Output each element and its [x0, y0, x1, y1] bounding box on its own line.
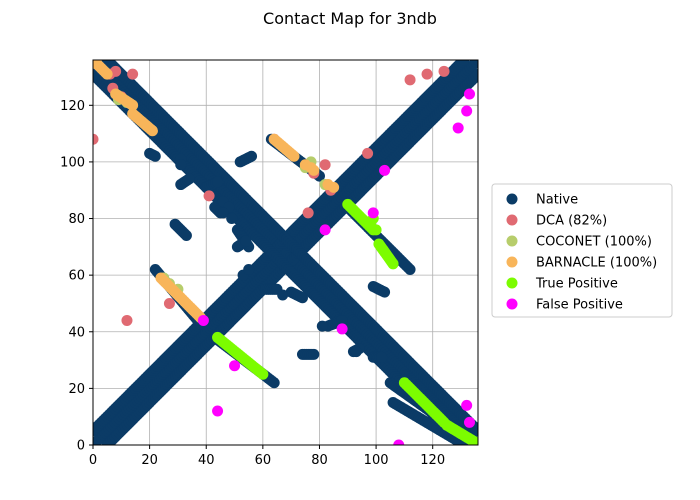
y-tick-label: 100	[60, 155, 85, 170]
legend-marker	[506, 235, 518, 247]
plot-frame	[92, 59, 479, 446]
legend-label: COCONET (100%)	[536, 235, 652, 250]
data-point-dca-82	[127, 68, 139, 80]
legend-label: DCA (82%)	[536, 214, 607, 229]
data-point-native	[183, 173, 195, 185]
legend-label: True Positive	[535, 277, 618, 292]
x-tick-label: 40	[198, 453, 215, 468]
data-point-native	[175, 159, 187, 171]
data-point-true-positive	[469, 436, 478, 445]
data-point-false-positive	[212, 405, 224, 417]
data-point-false-positive	[336, 323, 348, 335]
data-point-dca-82	[302, 207, 314, 219]
y-tick-label: 60	[68, 269, 85, 284]
plot-area	[93, 60, 478, 445]
data-point-false-positive	[464, 416, 476, 428]
data-point-barnacle-100	[288, 150, 300, 162]
data-point-barnacle-100	[308, 164, 320, 176]
legend-marker	[506, 193, 518, 205]
legend-marker	[506, 277, 518, 289]
data-point-true-positive	[257, 368, 269, 380]
legend-label: False Positive	[536, 298, 623, 313]
data-point-dca-82	[319, 159, 331, 171]
x-tick-label: 120	[420, 453, 445, 468]
data-point-native	[472, 68, 478, 80]
data-point-native	[472, 425, 478, 437]
data-point-false-positive	[379, 164, 391, 176]
data-point-native	[458, 60, 470, 66]
data-point-native	[308, 348, 320, 360]
data-point-dca-82	[438, 65, 450, 77]
x-tick-label: 20	[141, 453, 158, 468]
data-point-false-positive	[367, 207, 379, 219]
data-point-native	[296, 292, 308, 304]
data-point-true-positive	[387, 258, 399, 270]
data-point-true-positive	[370, 224, 382, 236]
x-tick-label: 80	[311, 453, 328, 468]
data-point-dca-82	[163, 297, 175, 309]
x-tick-label: 60	[255, 453, 272, 468]
legend-label: BARNACLE (100%)	[536, 256, 657, 271]
data-point-dca-82	[404, 74, 416, 86]
data-point-native	[379, 286, 391, 298]
data-point-barnacle-100	[127, 99, 139, 111]
data-point-native	[226, 213, 238, 225]
y-tick-label: 80	[68, 212, 85, 227]
data-point-native	[180, 230, 192, 242]
data-point-native	[246, 150, 258, 162]
legend-box	[491, 183, 673, 318]
data-point-false-positive	[319, 224, 331, 236]
data-point-native	[336, 314, 348, 326]
legend: Native DCA (82%) COCONET (100%) BARNACLE (1…	[491, 183, 673, 318]
data-point-false-positive	[393, 439, 405, 445]
data-point-false-positive	[461, 105, 473, 117]
data-point-native	[217, 207, 229, 219]
chart-title: Contact Map for 3ndb	[263, 9, 437, 28]
data-point-dca-82	[421, 68, 433, 80]
data-point-dca-82	[362, 147, 374, 159]
data-point-false-positive	[464, 88, 476, 100]
data-point-false-positive	[452, 122, 464, 134]
y-tick-label: 120	[60, 99, 85, 114]
data-point-native	[149, 150, 161, 162]
y-tick-label: 0	[77, 439, 85, 454]
legend-marker	[506, 298, 518, 310]
data-point-false-positive	[229, 360, 241, 372]
data-point-native	[472, 60, 478, 66]
y-tick-label: 40	[68, 325, 85, 340]
data-point-native	[240, 235, 252, 247]
data-point-barnacle-100	[146, 125, 158, 137]
data-point-dca-82	[121, 314, 133, 326]
data-point-native	[212, 176, 224, 188]
legend-marker	[506, 256, 518, 268]
x-tick-label: 0	[89, 453, 97, 468]
data-point-native	[316, 320, 328, 332]
legend-marker	[506, 214, 518, 226]
data-point-native	[243, 263, 255, 275]
data-point-native	[350, 346, 362, 358]
data-point-dca-82	[93, 133, 99, 145]
data-point-native	[268, 377, 280, 389]
data-point-native	[376, 351, 388, 363]
data-point-native	[277, 289, 289, 301]
data-point-false-positive	[461, 399, 473, 411]
data-point-barnacle-100	[101, 68, 113, 80]
y-tick-label: 20	[68, 382, 85, 397]
data-point-false-positive	[197, 314, 209, 326]
x-tick-label: 100	[364, 453, 389, 468]
data-point-barnacle-100	[328, 181, 340, 193]
legend-label: Native	[536, 193, 578, 208]
axes: 0 20 40 60 80 100 120 0 20 40 60 80 100 120	[60, 59, 479, 468]
data-point-dca-82	[203, 190, 215, 202]
data-point-native	[404, 263, 416, 275]
